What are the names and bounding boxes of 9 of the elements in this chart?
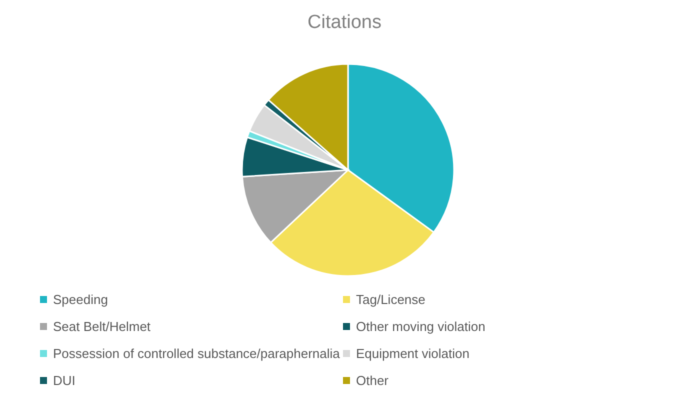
legend-label: DUI: [53, 373, 76, 388]
legend-label: Tag/License: [356, 292, 426, 307]
chart-title: Citations: [306, 12, 382, 34]
legend-label: Other moving violation: [356, 319, 486, 334]
legend-label: Seat Belt/Helmet: [53, 319, 151, 334]
legend-label: Other: [356, 373, 389, 388]
legend-label: Possession of controlled substance/paraphernalia: [53, 346, 340, 361]
legend-label: Speeding: [53, 292, 108, 307]
legend-label: Equipment violation: [356, 346, 470, 361]
